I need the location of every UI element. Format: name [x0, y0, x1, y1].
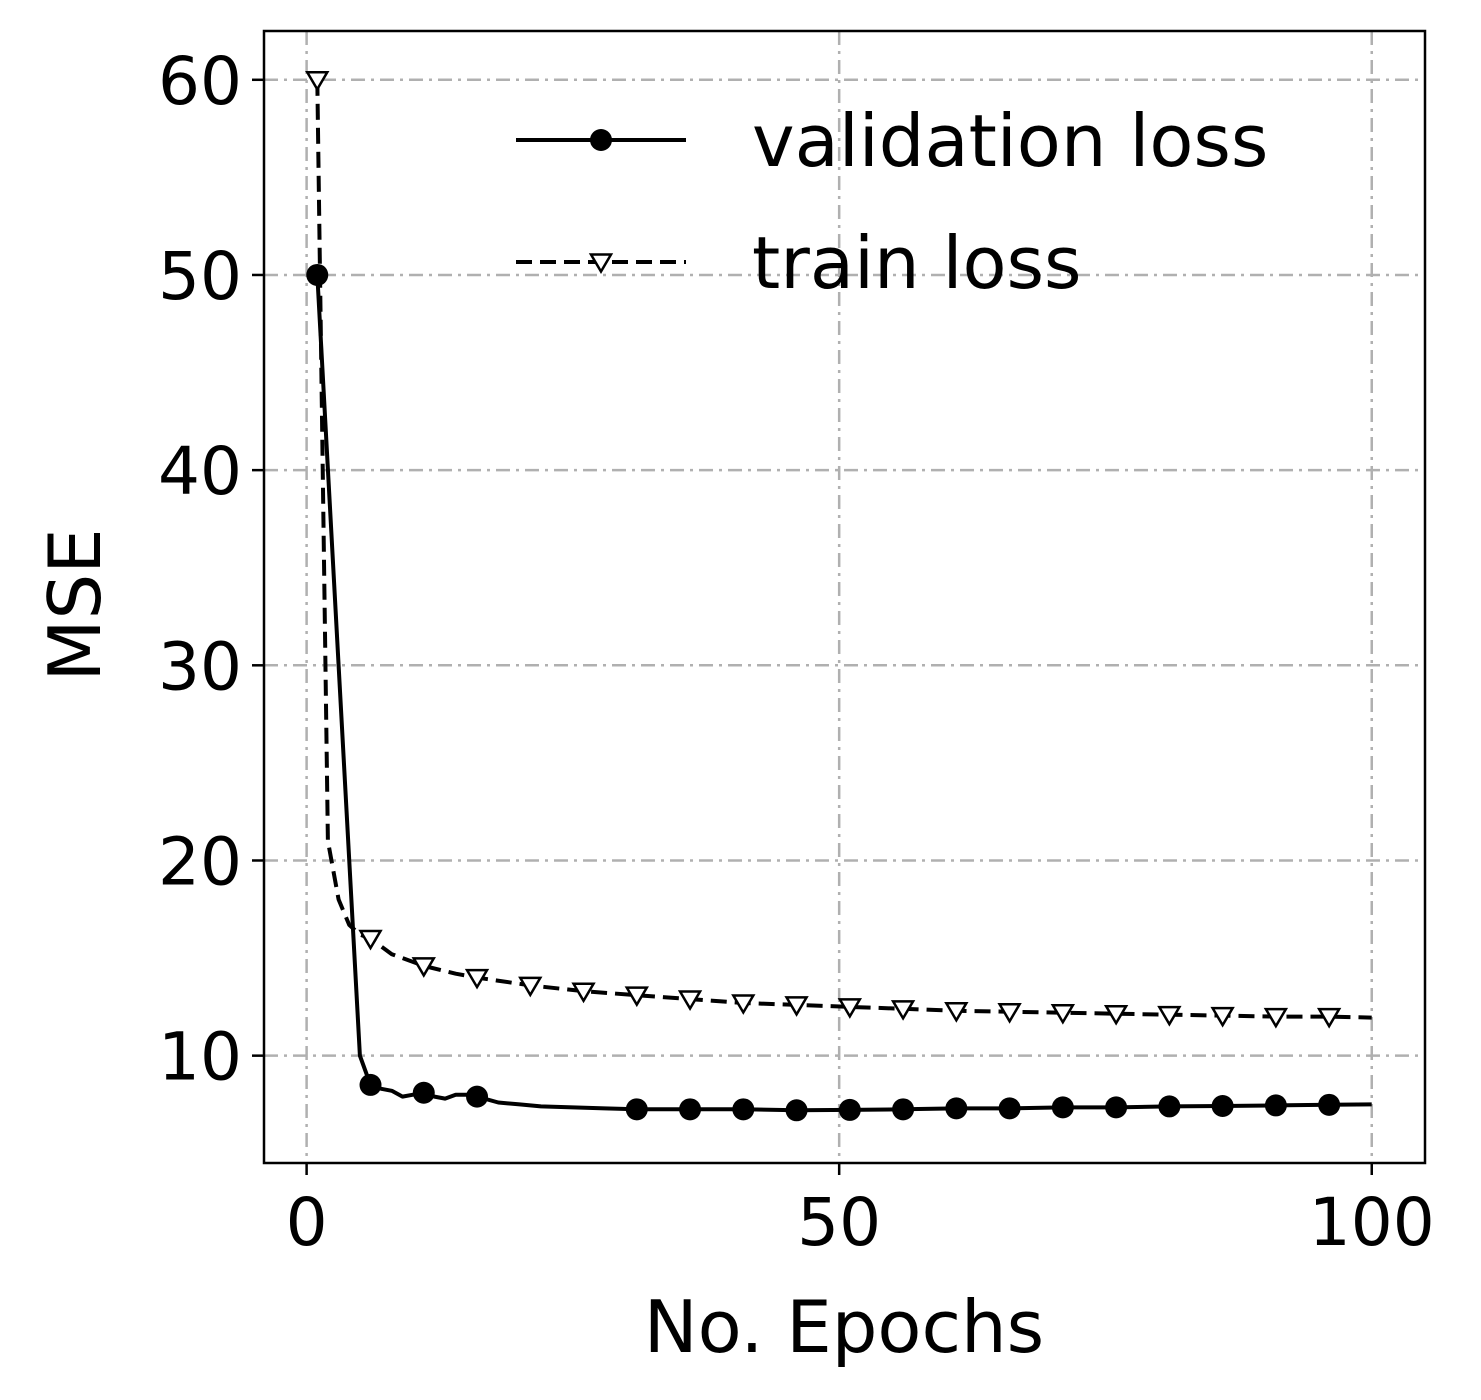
validation-loss-point [1105, 1096, 1128, 1119]
train-loss-point [944, 1002, 969, 1023]
validation-loss-point [1264, 1094, 1287, 1117]
train-loss-point [731, 994, 756, 1015]
train-loss-point [624, 986, 649, 1008]
x-tick-label: 100 [1309, 1184, 1435, 1261]
train-loss-point [305, 71, 330, 92]
validation-loss-point [590, 129, 612, 151]
validation-loss-point [732, 1098, 755, 1121]
validation-loss-point [412, 1081, 435, 1104]
validation-loss-line [315, 274, 1372, 1113]
plot-frame [262, 29, 1427, 1165]
train-loss-markers [305, 71, 1342, 1029]
legend-train-loss-label: train loss [752, 221, 1082, 305]
validation-loss-point [998, 1097, 1021, 1120]
y-tick-label: 20 [158, 823, 242, 900]
x-tick-label: 0 [286, 1184, 328, 1261]
validation-loss-point [306, 263, 329, 286]
x-tick-label: 50 [797, 1184, 881, 1261]
y-axis-label: MSE [33, 528, 117, 681]
validation-loss-point [359, 1073, 382, 1096]
y-tick-label: 10 [158, 1019, 242, 1096]
train-loss-point [997, 1002, 1022, 1024]
ticks: 0 50 100 10 20 30 40 50 60 [158, 43, 1435, 1261]
legend-validation-loss-label: validation loss [752, 99, 1268, 183]
validation-loss-markers [306, 263, 1341, 1122]
train-loss-point [784, 996, 809, 1017]
train-loss-point [411, 957, 436, 978]
train-loss-point [464, 968, 490, 990]
validation-loss-point [625, 1098, 648, 1121]
train-loss-point [1157, 1005, 1182, 1027]
validation-loss-point [1211, 1095, 1234, 1118]
validation-loss-point [838, 1098, 861, 1121]
train-loss-point [1050, 1003, 1076, 1025]
train-loss-point [837, 998, 863, 1019]
validation-loss-point [892, 1098, 915, 1121]
train-loss-point [358, 929, 383, 951]
train-loss-point [1263, 1007, 1289, 1029]
train-loss-point [890, 1000, 916, 1021]
train-loss-point [518, 976, 543, 998]
validation-loss-point [785, 1099, 808, 1122]
grid [264, 31, 1425, 1163]
y-tick-label: 40 [158, 433, 242, 510]
validation-loss-point [1318, 1093, 1341, 1116]
y-tick-label: 60 [158, 43, 242, 120]
train-loss-point [571, 982, 596, 1004]
train-loss-point [1210, 1006, 1235, 1028]
train-loss-point [677, 990, 703, 1012]
x-axis-label: No. Epochs [644, 1285, 1044, 1369]
train-loss-point [1103, 1004, 1129, 1026]
validation-loss-point [466, 1085, 489, 1108]
train-loss-point [588, 253, 614, 274]
series-layer [305, 71, 1372, 1122]
validation-loss-point [1051, 1096, 1074, 1119]
validation-loss-point [679, 1098, 702, 1121]
validation-loss-point [1158, 1095, 1181, 1118]
train-loss-point [1316, 1007, 1342, 1029]
y-tick-label: 30 [158, 628, 242, 705]
y-tick-label: 50 [158, 238, 242, 315]
legend: validation loss train loss [516, 99, 1268, 305]
validation-loss-point [945, 1097, 968, 1120]
